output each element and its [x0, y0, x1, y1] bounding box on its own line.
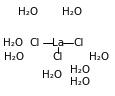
Text: H₂O: H₂O	[61, 7, 81, 17]
Text: Cl: Cl	[52, 52, 63, 62]
Text: H₂O: H₂O	[69, 65, 89, 75]
Text: H₂O: H₂O	[4, 52, 24, 62]
Text: H₂O: H₂O	[42, 70, 62, 80]
Text: Cl: Cl	[30, 38, 40, 48]
Text: H₂O: H₂O	[18, 7, 38, 17]
Text: H₂O: H₂O	[88, 52, 108, 62]
Text: H₂O: H₂O	[3, 38, 23, 48]
Text: Cl: Cl	[73, 38, 83, 48]
Text: La: La	[52, 38, 63, 48]
Text: H₂O: H₂O	[69, 77, 89, 87]
